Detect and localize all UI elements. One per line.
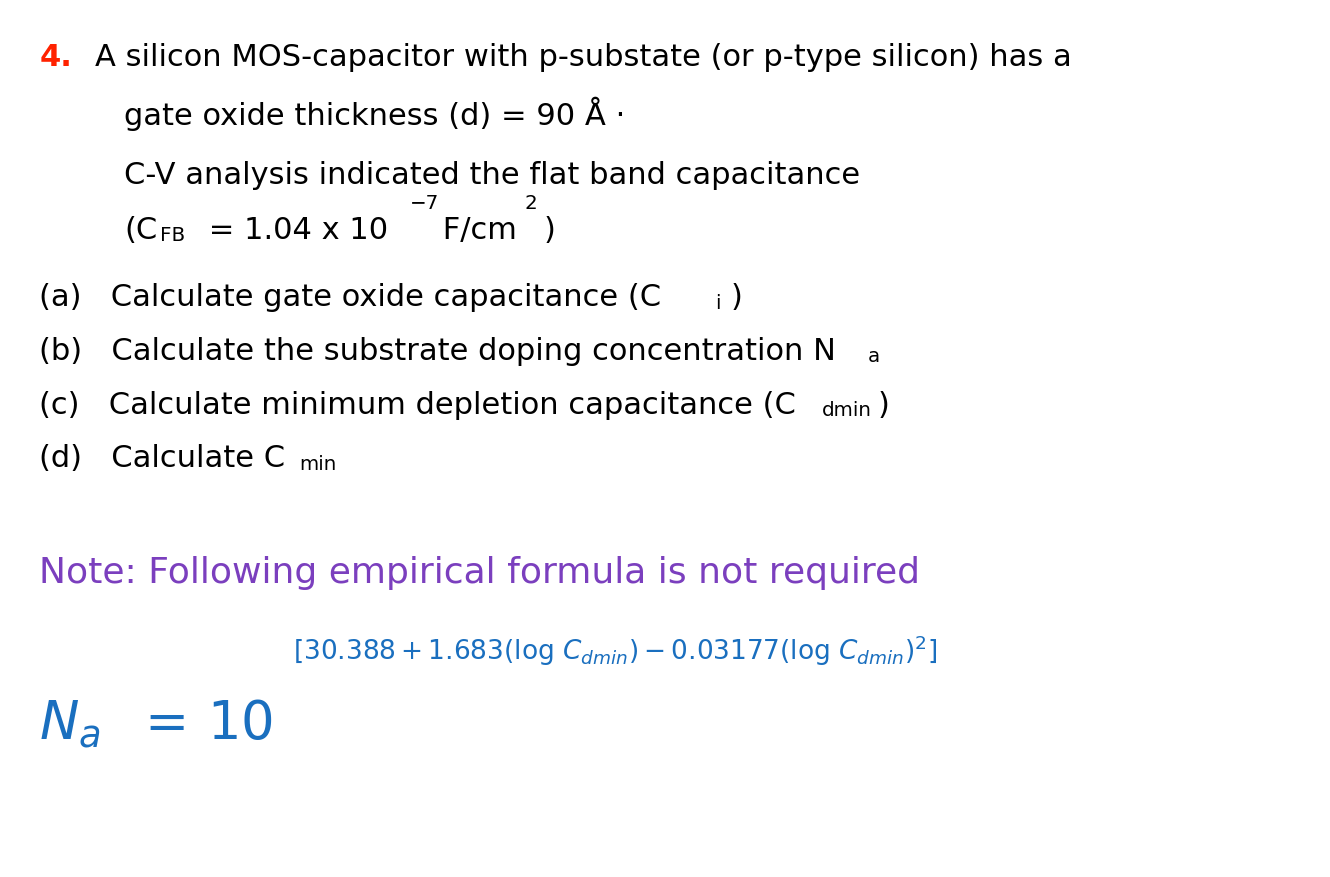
Text: = 1.04 x 10: = 1.04 x 10 (200, 216, 388, 245)
Text: i: i (716, 294, 721, 312)
Text: a: a (867, 347, 879, 366)
Text: A silicon MOS-capacitor with p-substate (or p-type silicon) has a: A silicon MOS-capacitor with p-substate … (96, 43, 1072, 72)
Text: (a)   Calculate gate oxide capacitance (C: (a) Calculate gate oxide capacitance (C (40, 283, 661, 312)
Text: −7: −7 (410, 194, 439, 213)
Text: $N_a$: $N_a$ (40, 697, 101, 749)
Text: Note: Following empirical formula is not required: Note: Following empirical formula is not… (40, 555, 920, 589)
Text: 2: 2 (524, 194, 537, 213)
Text: FB: FB (161, 226, 185, 246)
Text: (C: (C (124, 216, 157, 245)
Text: (b)   Calculate the substrate doping concentration N: (b) Calculate the substrate doping conce… (40, 337, 837, 366)
Text: $[30.388+1.683(\log\,C_{dmin})-0.03177(\log\,C_{dmin})^2]$: $[30.388+1.683(\log\,C_{dmin})-0.03177(\… (293, 632, 938, 667)
Text: ): ) (878, 390, 890, 419)
Text: $= \, 10$: $= \, 10$ (134, 697, 274, 749)
Text: ): ) (732, 283, 743, 312)
Text: gate oxide thickness (d) = 90 Å ·: gate oxide thickness (d) = 90 Å · (124, 96, 625, 131)
Text: C-V analysis indicated the flat band capacitance: C-V analysis indicated the flat band cap… (124, 160, 861, 189)
Text: 4.: 4. (40, 43, 72, 72)
Text: (d)   Calculate C: (d) Calculate C (40, 444, 286, 473)
Text: dmin: dmin (822, 401, 872, 419)
Text: min: min (299, 454, 336, 473)
Text: ): ) (544, 216, 556, 245)
Text: F/cm: F/cm (434, 216, 517, 245)
Text: (c)   Calculate minimum depletion capacitance (C: (c) Calculate minimum depletion capacita… (40, 390, 797, 419)
